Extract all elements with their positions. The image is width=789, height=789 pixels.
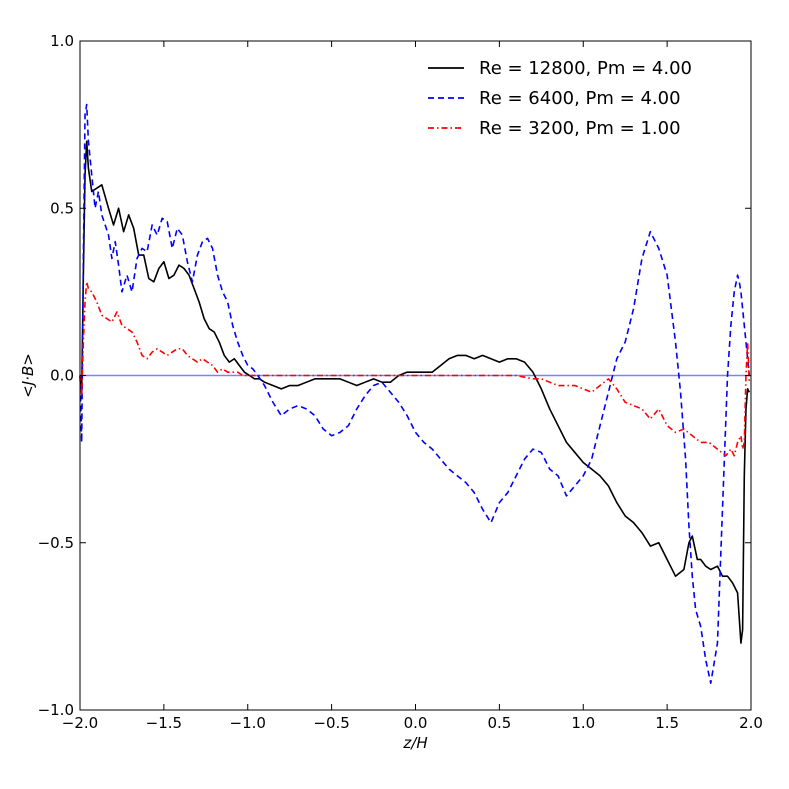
legend-label-2: Re = 6400, Pm = 4.00 <box>479 88 681 109</box>
y-tick-label: −0.5 <box>38 534 74 552</box>
y-axis-label: <J·B> <box>19 353 37 398</box>
y-tick-label: 0.5 <box>50 199 74 217</box>
series-line-3 <box>79 281 751 457</box>
x-tick-label: 1.5 <box>655 714 679 732</box>
series-layer <box>79 103 751 685</box>
series-line-1 <box>79 140 751 644</box>
x-tick-label: −2.0 <box>62 714 98 732</box>
y-tick-label: 1.0 <box>50 32 74 50</box>
tick-layer: −2.0 −1.5 −1.0 −0.5 0.0 0.5 1.0 1.5 2.0 −1.0 −0.5 0… <box>38 32 763 732</box>
legend: Re = 12800, Pm = 4.00 Re = 6400, Pm = 4.0… <box>428 58 692 139</box>
x-tick-label: 0.5 <box>487 714 511 732</box>
series-line-2 <box>79 103 751 685</box>
x-tick-label: −1.5 <box>146 714 182 732</box>
x-axis-label: z/H <box>402 734 427 752</box>
x-tick-label: −0.5 <box>313 714 349 732</box>
x-tick-label: 0.0 <box>404 714 428 732</box>
legend-label-3: Re = 3200, Pm = 1.00 <box>479 118 681 139</box>
x-tick-label: 2.0 <box>739 714 763 732</box>
legend-label-1: Re = 12800, Pm = 4.00 <box>479 58 692 79</box>
y-tick-label: 0.0 <box>50 367 74 385</box>
x-tick-label: −1.0 <box>230 714 266 732</box>
y-tick-label: −1.0 <box>38 701 74 719</box>
x-tick-label: 1.0 <box>571 714 595 732</box>
